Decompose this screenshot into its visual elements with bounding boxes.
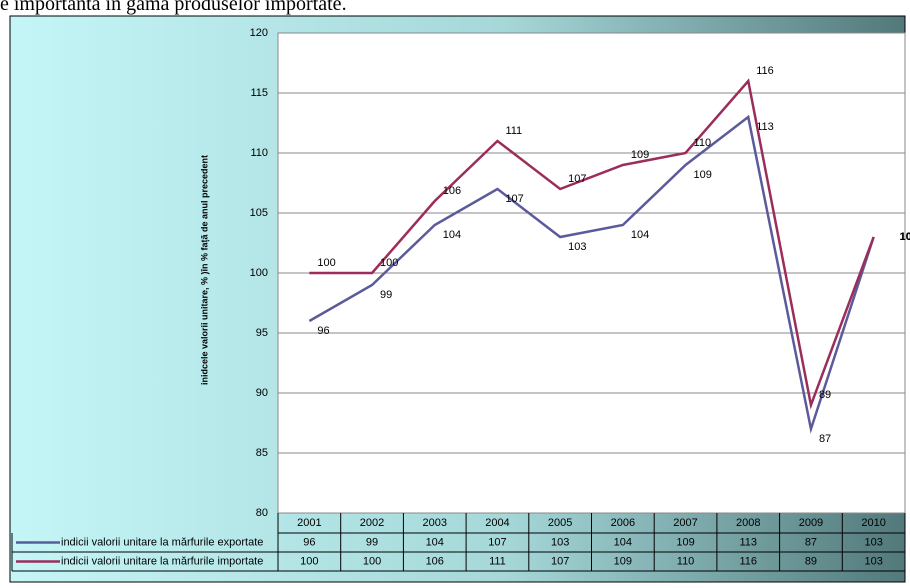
x-tick-label: 2009 [799, 517, 823, 529]
legend-label: indicii valorii unitare la mărfurile exp… [61, 536, 263, 548]
data-label: 113 [756, 121, 774, 133]
series-line [308, 114, 875, 434]
x-tick-label: 2002 [360, 517, 384, 529]
data-label: 109 [631, 149, 649, 161]
x-tick-label: 2010 [861, 517, 885, 529]
data-label: 106 [443, 185, 461, 197]
table-value: 100 [300, 555, 318, 567]
table-value: 109 [676, 536, 694, 548]
table-value: 109 [614, 555, 632, 567]
table-value: 100 [363, 555, 381, 567]
y-tick-label: 85 [256, 447, 268, 459]
data-label: 100 [380, 257, 398, 269]
table-value: 103 [551, 536, 569, 548]
data-label: 111 [505, 125, 522, 137]
data-label: 96 [317, 325, 329, 337]
data-label: 100 [317, 257, 335, 269]
data-label: 103 [900, 231, 910, 243]
table-value: 111 [489, 555, 506, 567]
x-tick-label: 2003 [423, 517, 447, 529]
x-tick-label: 2001 [297, 517, 321, 529]
y-tick-label: 115 [250, 87, 268, 99]
table-value: 113 [739, 536, 757, 548]
data-label: 87 [819, 433, 831, 445]
x-tick-label: 2004 [485, 517, 509, 529]
y-tick-label: 110 [250, 147, 268, 159]
table-value: 104 [614, 536, 632, 548]
table-value: 89 [805, 555, 817, 567]
y-tick-label: 100 [250, 267, 268, 279]
y-tick-label: 80 [256, 507, 268, 519]
data-label: 104 [443, 229, 461, 241]
table-value: 103 [864, 536, 882, 548]
data-label: 110 [694, 137, 712, 149]
table-value: 107 [488, 536, 506, 548]
x-tick-label: 2007 [673, 517, 697, 529]
table-value: 87 [805, 536, 817, 548]
y-tick-label: 105 [250, 207, 268, 219]
data-label: 109 [694, 169, 712, 181]
x-tick-label: 2006 [611, 517, 635, 529]
data-label: 103 [900, 231, 910, 243]
y-tick-label: 95 [256, 327, 268, 339]
y-tick-label: 90 [256, 387, 268, 399]
legend-label: indicii valorii unitare la mărfurile imp… [61, 555, 263, 567]
data-label: 104 [631, 229, 649, 241]
header-text: e importanta în gama produselor importat… [0, 0, 347, 15]
table-value: 116 [739, 555, 757, 567]
data-label: 107 [505, 193, 523, 205]
x-tick-label: 2008 [736, 517, 760, 529]
data-label: 116 [756, 65, 774, 77]
table-value: 106 [426, 555, 444, 567]
data-label: 89 [819, 389, 831, 401]
series-line [309, 78, 875, 410]
table-value: 99 [366, 536, 378, 548]
table-value: 96 [303, 536, 315, 548]
table-value: 103 [864, 555, 882, 567]
y-axis-label: inidcele valorii unitare, % )în % față d… [199, 155, 209, 385]
x-tick-label: 2005 [548, 517, 572, 529]
y-tick-label: 120 [250, 27, 268, 39]
table-value: 110 [677, 555, 695, 567]
data-label: 107 [568, 173, 586, 185]
data-label: 99 [380, 289, 392, 301]
table-value: 104 [426, 536, 444, 548]
table-value: 107 [551, 555, 569, 567]
data-label: 103 [568, 241, 586, 253]
